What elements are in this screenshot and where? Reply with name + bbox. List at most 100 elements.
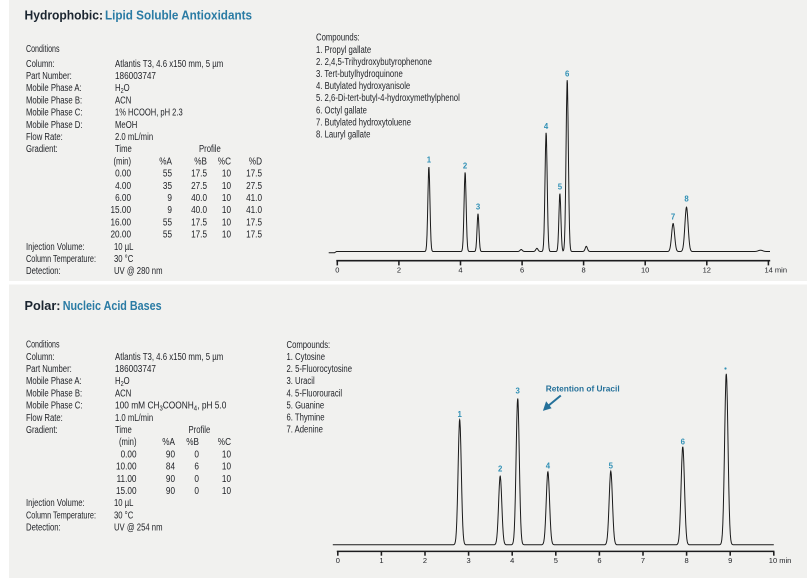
svg-text:0: 0	[194, 474, 199, 485]
svg-text:4: 4	[194, 406, 197, 413]
svg-text:10: 10	[222, 474, 232, 485]
svg-text:30 °C: 30 °C	[114, 254, 133, 265]
svg-text:Column Temperature:: Column Temperature:	[26, 254, 96, 265]
svg-text:6. Thymine: 6. Thymine	[287, 413, 325, 424]
svg-text:35: 35	[163, 181, 172, 192]
svg-text:Mobile Phase A:: Mobile Phase A:	[26, 376, 82, 387]
svg-text:Flow Rate:: Flow Rate:	[26, 132, 63, 143]
svg-text:27.5: 27.5	[246, 181, 262, 192]
svg-text:40.0: 40.0	[191, 193, 207, 204]
svg-text:0: 0	[194, 486, 199, 497]
svg-text:6.00: 6.00	[115, 193, 131, 204]
svg-text:3: 3	[467, 556, 471, 565]
svg-text:100 mM CH: 100 mM CH	[115, 401, 160, 412]
svg-text:6: 6	[565, 70, 570, 79]
svg-text:%D: %D	[249, 156, 262, 167]
svg-text:1% HCOOH, pH 2.3: 1% HCOOH, pH 2.3	[115, 108, 183, 119]
svg-text:8. Lauryl gallate: 8. Lauryl gallate	[316, 130, 370, 141]
svg-text:0.00: 0.00	[121, 449, 137, 460]
svg-text:%C: %C	[218, 437, 231, 448]
svg-text:%B: %B	[186, 437, 199, 448]
svg-text:17.5: 17.5	[246, 217, 262, 228]
svg-text:Column:: Column:	[26, 59, 55, 70]
svg-text:2: 2	[121, 88, 124, 95]
svg-text:7: 7	[641, 556, 645, 565]
svg-text:1.0 mL/min: 1.0 mL/min	[115, 413, 153, 424]
svg-text:3: 3	[516, 387, 521, 396]
svg-text:3. Uracil: 3. Uracil	[287, 376, 315, 387]
svg-text:10: 10	[222, 193, 232, 204]
svg-text:Profile: Profile	[199, 144, 221, 155]
svg-text:Time: Time	[115, 425, 132, 436]
svg-text:12: 12	[703, 265, 711, 274]
svg-text:1. Cytosine: 1. Cytosine	[287, 352, 326, 363]
svg-text:17.5: 17.5	[191, 230, 207, 241]
svg-text:Mobile Phase B:: Mobile Phase B:	[26, 388, 82, 399]
svg-text:3: 3	[160, 406, 163, 413]
svg-text:10 µL: 10 µL	[114, 242, 134, 253]
svg-text:27.5: 27.5	[191, 181, 207, 192]
svg-text:5: 5	[558, 183, 563, 192]
svg-text:16.00: 16.00	[111, 217, 132, 228]
svg-text:Column:: Column:	[26, 352, 55, 363]
svg-text:(min): (min)	[119, 437, 137, 448]
svg-text:5. Guanine: 5. Guanine	[287, 401, 325, 412]
svg-text:O: O	[124, 376, 130, 387]
svg-text:90: 90	[166, 486, 176, 497]
svg-text:0: 0	[194, 449, 199, 460]
svg-text:3. Tert-butylhydroquinone: 3. Tert-butylhydroquinone	[316, 69, 403, 80]
svg-text:Mobile Phase A:: Mobile Phase A:	[26, 83, 82, 94]
svg-text:10: 10	[222, 181, 232, 192]
svg-text:8: 8	[685, 556, 689, 565]
svg-text:90: 90	[166, 449, 176, 460]
svg-text:2: 2	[498, 465, 503, 474]
svg-text:2: 2	[121, 381, 124, 388]
svg-text:10 µL: 10 µL	[114, 498, 134, 509]
svg-text:5: 5	[554, 556, 558, 565]
svg-text:15.00: 15.00	[111, 205, 132, 216]
svg-text:6: 6	[597, 556, 601, 565]
svg-text:1. Propyl gallate: 1. Propyl gallate	[316, 45, 371, 56]
svg-text:Mobile Phase B:: Mobile Phase B:	[26, 95, 82, 106]
svg-text:10: 10	[222, 449, 232, 460]
svg-text:17.5: 17.5	[191, 217, 207, 228]
svg-text:17.5: 17.5	[246, 230, 262, 241]
svg-text:186003747: 186003747	[115, 71, 156, 82]
svg-text:2. 2,4,5-Trihydroxybutyropheno: 2. 2,4,5-Trihydroxybutyrophenone	[316, 57, 432, 68]
svg-text:2: 2	[423, 556, 427, 565]
svg-text:Column Temperature:: Column Temperature:	[26, 510, 96, 521]
svg-text:H: H	[115, 376, 121, 387]
svg-text:2: 2	[463, 162, 468, 171]
svg-text:0: 0	[335, 265, 339, 274]
svg-text:15.00: 15.00	[116, 486, 137, 497]
svg-text:9: 9	[167, 205, 172, 216]
svg-text:Conditions: Conditions	[26, 44, 60, 55]
svg-text:ACN: ACN	[115, 95, 131, 106]
svg-text:6. Octyl gallate: 6. Octyl gallate	[316, 105, 367, 116]
svg-text:Flow Rate:: Flow Rate:	[26, 413, 63, 424]
svg-text:8: 8	[684, 195, 689, 204]
svg-text:84: 84	[166, 462, 176, 473]
svg-text:Time: Time	[115, 144, 132, 155]
svg-text:17.5: 17.5	[246, 169, 262, 180]
svg-text:0.00: 0.00	[115, 169, 131, 180]
svg-text:5. 2,6-Di-tert-butyl-4-hydroxy: 5. 2,6-Di-tert-butyl-4-hydroxymethylphen…	[316, 93, 460, 104]
svg-text:Part Number:: Part Number:	[26, 364, 72, 375]
svg-text:4. Butylated hydroxyanisole: 4. Butylated hydroxyanisole	[316, 81, 410, 92]
svg-text:3: 3	[476, 203, 481, 212]
svg-text:11.00: 11.00	[117, 474, 137, 485]
svg-text:10: 10	[222, 217, 232, 228]
svg-text:ACN: ACN	[115, 388, 131, 399]
svg-text:Injection Volume:: Injection Volume:	[26, 498, 85, 509]
svg-text:H: H	[115, 83, 121, 94]
svg-text:9: 9	[728, 556, 732, 565]
svg-text:17.5: 17.5	[191, 169, 207, 180]
svg-text:6: 6	[520, 265, 524, 274]
svg-text:10: 10	[222, 169, 232, 180]
svg-text:Atlantis T3, 4.6 x150 mm, 5 µm: Atlantis T3, 4.6 x150 mm, 5 µm	[115, 352, 223, 363]
svg-text:1: 1	[458, 410, 463, 419]
svg-text:10: 10	[641, 265, 649, 274]
svg-text:, pH 5.0: , pH 5.0	[197, 401, 227, 412]
svg-text:%A: %A	[159, 156, 172, 167]
svg-text:Atlantis T3, 4.6 x150 mm, 5 µm: Atlantis T3, 4.6 x150 mm, 5 µm	[115, 59, 223, 70]
